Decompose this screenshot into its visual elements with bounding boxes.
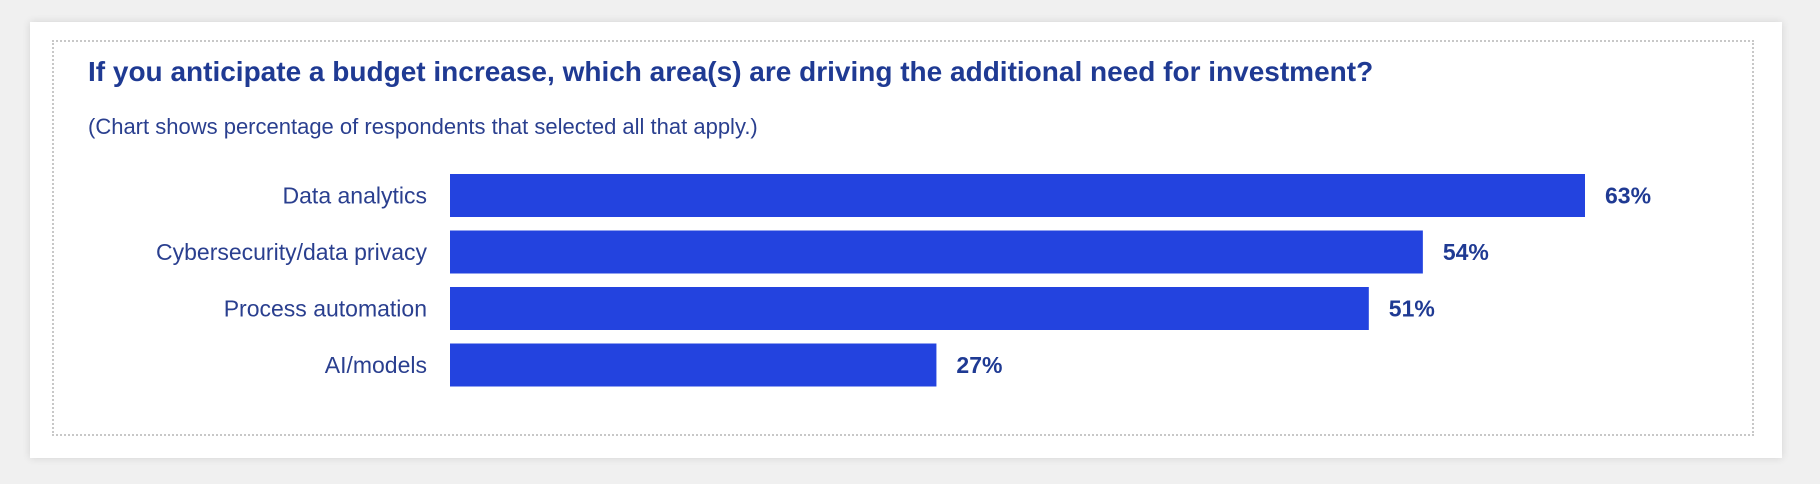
bar xyxy=(450,230,1423,274)
category-label: Process automation xyxy=(224,296,427,322)
value-label: 63% xyxy=(1605,183,1651,209)
category-label: AI/models xyxy=(325,352,427,378)
category-label: Cybersecurity/data privacy xyxy=(156,239,427,265)
value-label: 51% xyxy=(1389,296,1435,322)
chart-subtitle: (Chart shows percentage of respondents t… xyxy=(88,114,758,139)
bar-chart: Data analytics 63% Cybersecurity/data priv… xyxy=(156,174,1651,387)
dotted-frame xyxy=(52,40,1754,436)
bar xyxy=(450,287,1369,330)
value-label: 54% xyxy=(1443,239,1489,265)
chart-title: If you anticipate a budget increase, whi… xyxy=(88,56,1374,87)
bar xyxy=(450,174,1585,217)
category-label: Data analytics xyxy=(283,183,427,209)
value-label: 27% xyxy=(956,352,1002,378)
bar xyxy=(450,343,937,387)
